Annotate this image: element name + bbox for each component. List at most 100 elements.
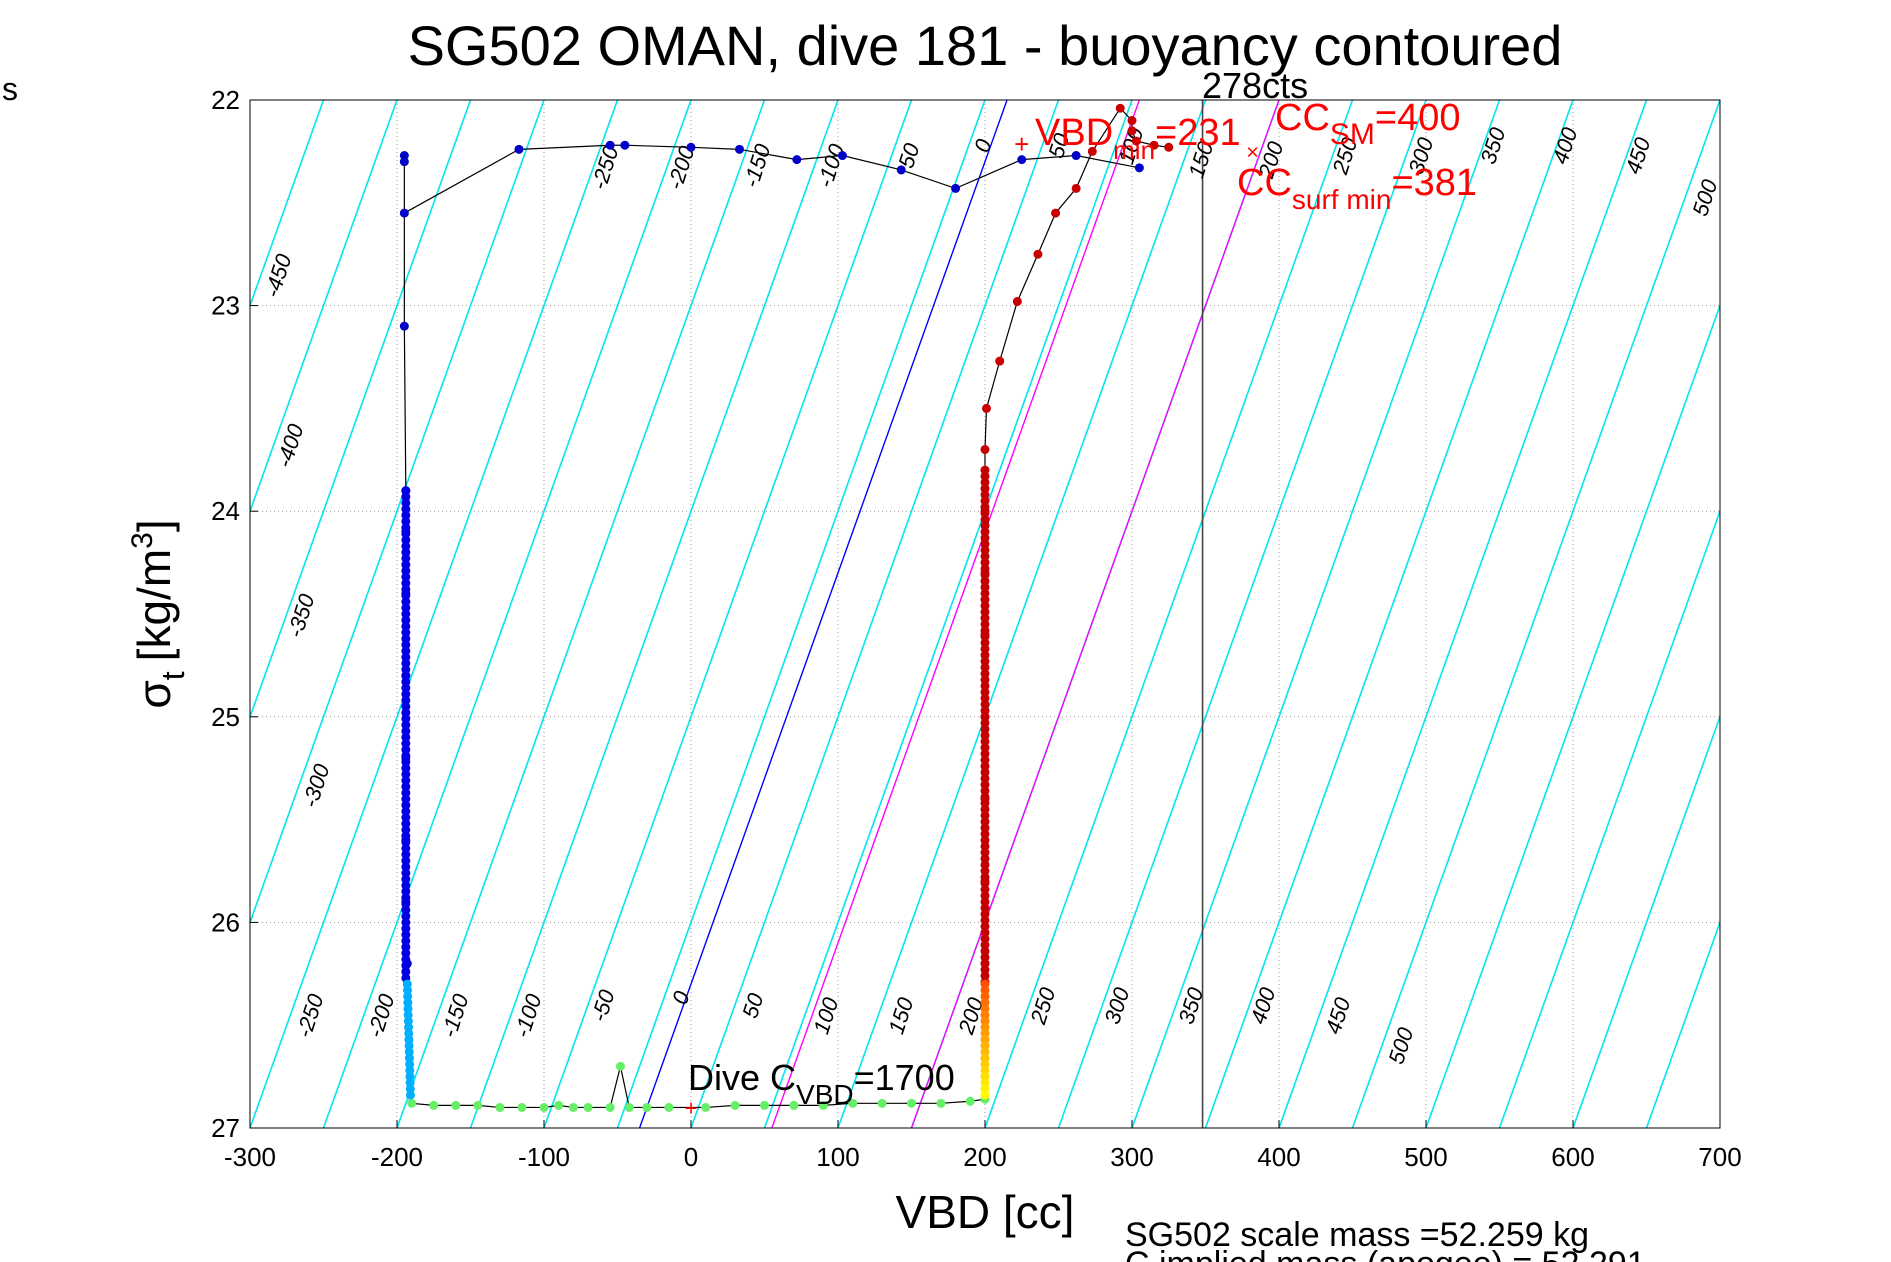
data-point: [401, 800, 411, 810]
contour-line: [250, 100, 325, 308]
contour-line: [763, 100, 1133, 1128]
data-point: [980, 1028, 990, 1038]
data-point: [980, 1053, 990, 1063]
y-label-end: ]: [128, 519, 180, 532]
data-point: [980, 736, 990, 746]
data-point: [980, 533, 990, 543]
data-point: [980, 780, 990, 790]
data-point: [980, 570, 990, 580]
data-point: [877, 1098, 887, 1108]
chart-title: SG502 OMAN, dive 181 - buoyancy contoure…: [408, 14, 1563, 77]
magenta-line: [910, 100, 1280, 1128]
x-tick-label: -200: [371, 1142, 423, 1172]
x-tick-label: 100: [816, 1142, 859, 1172]
data-point: [981, 403, 991, 413]
data-point: [401, 523, 411, 533]
data-point: [980, 625, 990, 635]
data-point: [980, 940, 990, 950]
data-point: [980, 841, 990, 851]
cc-sm-val: =400: [1375, 97, 1461, 139]
data-point: [980, 829, 990, 839]
data-point: [401, 917, 411, 927]
data-point: [615, 1061, 625, 1071]
data-point: [401, 621, 411, 631]
data-point: [980, 798, 990, 808]
data-point: [980, 1072, 990, 1082]
data-point: [401, 702, 411, 712]
data-point: [980, 959, 990, 969]
data-point: [401, 967, 411, 977]
data-point: [401, 590, 411, 600]
data-point: [401, 597, 411, 607]
dive-c-marker: +: [685, 1095, 698, 1120]
data-point: [980, 558, 990, 568]
data-point: [401, 535, 411, 545]
y-tick-label: 25: [211, 702, 240, 732]
data-point: [401, 492, 411, 502]
y-tick-label: 24: [211, 496, 240, 526]
data-point: [399, 208, 409, 218]
data-point: [980, 644, 990, 654]
data-point: [664, 1102, 674, 1112]
data-point: [401, 572, 411, 582]
data-point: [605, 140, 615, 150]
data-point: [401, 757, 411, 767]
data-point: [980, 786, 990, 796]
data-point: [980, 675, 990, 685]
contour-line: [322, 100, 692, 1128]
data-point: [401, 831, 411, 841]
data-point: [401, 763, 411, 773]
data-point: [401, 868, 411, 878]
data-point: [401, 880, 411, 890]
data-point: [980, 1004, 990, 1014]
data-point: [980, 823, 990, 833]
data-point: [980, 730, 990, 740]
data-point: [401, 708, 411, 718]
data-point: [401, 628, 411, 638]
data-point: [980, 595, 990, 605]
data-point: [401, 732, 411, 742]
data-point: [401, 665, 411, 675]
contour-line: [250, 100, 619, 1128]
data-point: [907, 1098, 916, 1108]
data-point: [980, 613, 990, 623]
contour-line: [250, 100, 398, 514]
data-point: [401, 813, 411, 823]
data-point: [1115, 103, 1125, 113]
data-point: [980, 792, 990, 802]
data-point: [980, 965, 990, 975]
data-point: [789, 1100, 799, 1110]
data-point: [401, 652, 411, 662]
data-point: [818, 1100, 828, 1110]
data-point: [980, 928, 990, 938]
data-point: [1087, 146, 1097, 156]
data-point: [401, 782, 411, 792]
data-point: [1012, 296, 1022, 306]
data-point: [980, 619, 990, 629]
data-point: [936, 1098, 946, 1108]
data-point: [401, 560, 411, 570]
contour-line: [1645, 920, 1720, 1128]
axis-ticks: -300 -200 -100 0 100 200 300 400 500 600 700 22 23 24…: [211, 85, 1742, 1172]
data-point: [401, 856, 411, 866]
data-point: [980, 693, 990, 703]
data-point: [735, 144, 745, 154]
data-point: [401, 714, 411, 724]
contour-line: [1498, 508, 1720, 1128]
y-label-sigma: σ: [128, 680, 180, 708]
data-point: [401, 905, 411, 915]
data-points: + + ×: [399, 103, 1259, 1120]
contour-line: [1204, 100, 1574, 1128]
data-point: [980, 632, 990, 642]
data-point: [980, 767, 990, 777]
data-point: [401, 720, 411, 730]
data-point: [980, 1047, 990, 1057]
data-point: [401, 924, 411, 934]
data-point: [401, 566, 411, 576]
data-point: [980, 650, 990, 660]
data-point: [980, 477, 990, 487]
data-point: [539, 1102, 549, 1112]
data-point: [980, 445, 990, 455]
data-point: [1127, 116, 1137, 126]
